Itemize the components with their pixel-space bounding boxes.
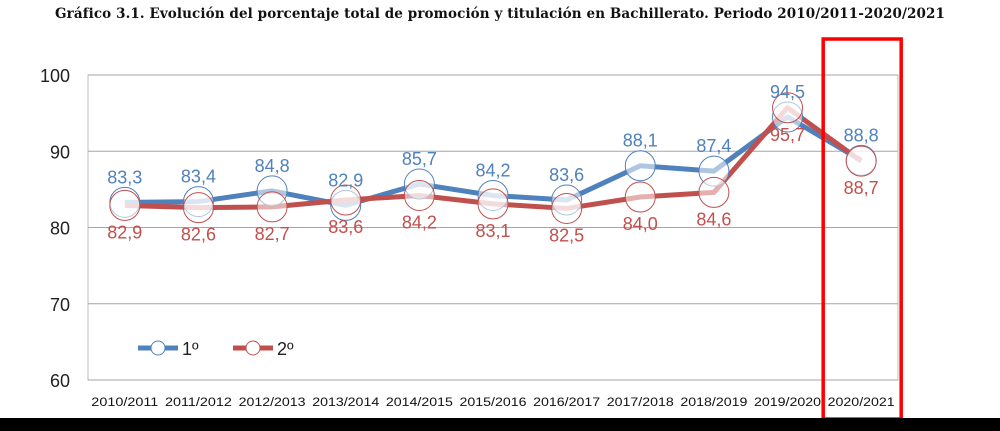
- x-tick-label: 2019/2020: [754, 397, 821, 409]
- data-label: 88,8: [844, 125, 879, 145]
- data-label: 83,4: [181, 167, 216, 187]
- data-point-marker: [109, 189, 141, 221]
- data-label: 82,6: [181, 225, 216, 245]
- x-tick-label: 2013/2014: [312, 397, 380, 409]
- data-point-marker: [624, 181, 656, 213]
- x-tick-label: 2014/2015: [386, 397, 453, 409]
- data-label: 83,3: [107, 167, 142, 187]
- x-tick-label: 2016/2017: [533, 397, 600, 409]
- x-tick-label: 2010/2011: [91, 397, 158, 409]
- data-label: 88,1: [623, 131, 658, 151]
- data-label: 83,6: [549, 165, 584, 185]
- data-label: 83,6: [328, 217, 363, 237]
- data-point-marker: [182, 192, 214, 224]
- data-label: 84,6: [696, 209, 731, 229]
- data-label: 84,2: [475, 160, 510, 180]
- y-tick-label: 60: [50, 371, 70, 391]
- data-label: 82,7: [255, 224, 290, 244]
- legend-label-2: 2º: [277, 339, 294, 359]
- y-tick-label: 70: [50, 295, 70, 315]
- legend-label-1: 1º: [182, 339, 199, 359]
- data-label: 95,7: [770, 125, 805, 145]
- x-tick-label: 2011/2012: [165, 397, 232, 409]
- data-point-marker: [845, 145, 877, 177]
- chart-title: Gráfico 3.1. Evolución del porcentaje to…: [55, 6, 945, 22]
- data-label: 85,7: [402, 149, 437, 169]
- legend-marker-2: [245, 340, 261, 356]
- data-label: 88,7: [844, 178, 879, 198]
- x-tick-label: 2012/2013: [239, 397, 306, 409]
- bottom-black-bar: [0, 418, 1000, 431]
- data-label: 83,1: [475, 221, 510, 241]
- data-label: 82,9: [328, 170, 363, 190]
- data-point-marker: [477, 188, 509, 220]
- x-tick-label: 2018/2019: [680, 397, 747, 409]
- data-label: 94,5: [770, 82, 805, 102]
- data-point-marker: [403, 179, 435, 211]
- data-label: 84,2: [402, 212, 437, 232]
- data-point-marker: [772, 92, 804, 124]
- data-point-marker: [256, 191, 288, 223]
- highlight-box: [821, 37, 903, 421]
- x-tick-label: 2020/2021: [828, 397, 895, 409]
- y-tick-label: 80: [50, 219, 70, 239]
- data-point-marker: [330, 184, 362, 216]
- x-tick-label: 2017/2018: [607, 397, 674, 409]
- data-point-marker: [624, 150, 656, 182]
- y-tick-label: 90: [50, 142, 70, 162]
- x-tick-label: 2015/2016: [460, 397, 527, 409]
- data-label: 84,8: [255, 156, 290, 176]
- data-point-marker: [698, 176, 730, 208]
- data-point-marker: [551, 192, 583, 224]
- y-tick-label: 100: [40, 66, 70, 86]
- data-label: 82,9: [107, 222, 142, 242]
- legend-marker-1: [150, 340, 166, 356]
- data-label: 87,4: [696, 136, 731, 156]
- data-label: 84,0: [623, 214, 658, 234]
- data-label: 82,5: [549, 225, 584, 245]
